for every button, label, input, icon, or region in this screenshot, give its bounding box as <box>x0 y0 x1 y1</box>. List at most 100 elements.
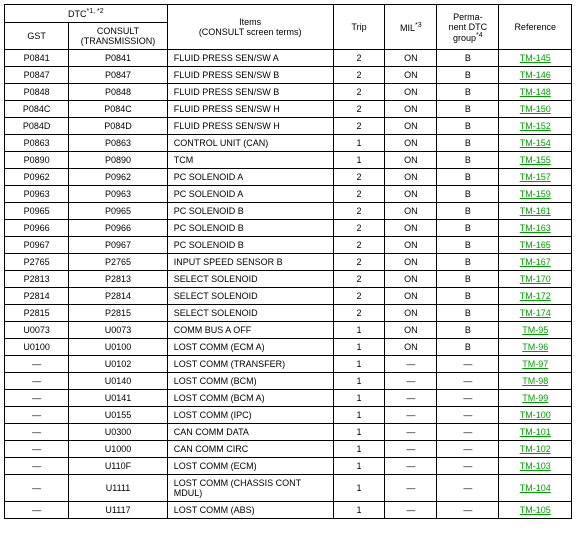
cell-perm: B <box>437 271 499 288</box>
reference-link[interactable]: TM-165 <box>520 240 551 250</box>
cell-consult: P0847 <box>69 67 167 84</box>
cell-consult: P0962 <box>69 169 167 186</box>
cell-gst: — <box>5 424 69 441</box>
cell-trip: 2 <box>333 169 385 186</box>
reference-link[interactable]: TM-150 <box>520 104 551 114</box>
header-gst: GST <box>5 23 69 50</box>
reference-link[interactable]: TM-167 <box>520 257 551 267</box>
reference-link[interactable]: TM-98 <box>522 376 548 386</box>
cell-item: LOST COMM (TRANSFER) <box>167 356 333 373</box>
reference-link[interactable]: TM-100 <box>520 410 551 420</box>
cell-perm: B <box>437 237 499 254</box>
reference-link[interactable]: TM-101 <box>520 427 551 437</box>
reference-link[interactable]: TM-148 <box>520 87 551 97</box>
reference-link[interactable]: TM-145 <box>520 53 551 63</box>
reference-link[interactable]: TM-96 <box>522 342 548 352</box>
cell-consult: U0073 <box>69 322 167 339</box>
header-trip: Trip <box>333 5 385 50</box>
table-row: P0841P0841FLUID PRESS SEN/SW A2ONBTM-145 <box>5 50 572 67</box>
header-mil-sup: *3 <box>415 22 422 29</box>
cell-perm: B <box>437 339 499 356</box>
reference-link[interactable]: TM-163 <box>520 223 551 233</box>
cell-perm: B <box>437 220 499 237</box>
cell-ref: TM-167 <box>499 254 572 271</box>
cell-consult: U1000 <box>69 441 167 458</box>
cell-item: CAN COMM DATA <box>167 424 333 441</box>
cell-gst: — <box>5 475 69 502</box>
cell-ref: TM-148 <box>499 84 572 101</box>
cell-item: LOST COMM (ECM A) <box>167 339 333 356</box>
cell-gst: P0962 <box>5 169 69 186</box>
cell-ref: TM-146 <box>499 67 572 84</box>
cell-gst: U0073 <box>5 322 69 339</box>
cell-perm: B <box>437 322 499 339</box>
reference-link[interactable]: TM-172 <box>520 291 551 301</box>
cell-gst: — <box>5 373 69 390</box>
cell-item: PC SOLENOID B <box>167 203 333 220</box>
cell-mil: — <box>385 458 437 475</box>
reference-link[interactable]: TM-95 <box>522 325 548 335</box>
cell-item: PC SOLENOID B <box>167 220 333 237</box>
reference-link[interactable]: TM-174 <box>520 308 551 318</box>
cell-trip: 2 <box>333 67 385 84</box>
cell-ref: TM-161 <box>499 203 572 220</box>
cell-trip: 2 <box>333 203 385 220</box>
cell-consult: U0141 <box>69 390 167 407</box>
cell-trip: 2 <box>333 50 385 67</box>
cell-mil: ON <box>385 237 437 254</box>
reference-link[interactable]: TM-103 <box>520 461 551 471</box>
table-row: P2815P2815SELECT SOLENOID2ONBTM-174 <box>5 305 572 322</box>
cell-ref: TM-157 <box>499 169 572 186</box>
reference-link[interactable]: TM-161 <box>520 206 551 216</box>
header-perm: Perma- nent DTC group*4 <box>437 5 499 50</box>
cell-trip: 2 <box>333 271 385 288</box>
cell-item: FLUID PRESS SEN/SW A <box>167 50 333 67</box>
table-row: P0965P0965PC SOLENOID B2ONBTM-161 <box>5 203 572 220</box>
cell-ref: TM-170 <box>499 271 572 288</box>
cell-consult: P0863 <box>69 135 167 152</box>
cell-ref: TM-101 <box>499 424 572 441</box>
reference-link[interactable]: TM-154 <box>520 138 551 148</box>
table-header: DTC*1, *2 Items (CONSULT screen terms) T… <box>5 5 572 50</box>
cell-gst: — <box>5 502 69 519</box>
cell-mil: — <box>385 424 437 441</box>
table-row: P084DP084DFLUID PRESS SEN/SW H2ONBTM-152 <box>5 118 572 135</box>
cell-gst: P0848 <box>5 84 69 101</box>
cell-perm: — <box>437 424 499 441</box>
reference-link[interactable]: TM-170 <box>520 274 551 284</box>
table-row: P0890P0890TCM1ONBTM-155 <box>5 152 572 169</box>
cell-consult: P0967 <box>69 237 167 254</box>
cell-trip: 1 <box>333 475 385 502</box>
cell-consult: P084D <box>69 118 167 135</box>
cell-item: PC SOLENOID B <box>167 237 333 254</box>
table-row: —U0141LOST COMM (BCM A)1——TM-99 <box>5 390 572 407</box>
cell-trip: 1 <box>333 390 385 407</box>
cell-item: FLUID PRESS SEN/SW H <box>167 101 333 118</box>
reference-link[interactable]: TM-105 <box>520 505 551 515</box>
cell-consult: P2815 <box>69 305 167 322</box>
cell-item: SELECT SOLENOID <box>167 271 333 288</box>
cell-mil: ON <box>385 322 437 339</box>
reference-link[interactable]: TM-102 <box>520 444 551 454</box>
cell-consult: P0841 <box>69 50 167 67</box>
reference-link[interactable]: TM-99 <box>522 393 548 403</box>
cell-perm: — <box>437 502 499 519</box>
cell-consult: U110F <box>69 458 167 475</box>
cell-consult: P2814 <box>69 288 167 305</box>
cell-mil: — <box>385 356 437 373</box>
cell-gst: P0890 <box>5 152 69 169</box>
table-row: P0848P0848FLUID PRESS SEN/SW B2ONBTM-148 <box>5 84 572 101</box>
cell-trip: 1 <box>333 407 385 424</box>
cell-consult: P0963 <box>69 186 167 203</box>
table-row: —U0140LOST COMM (BCM)1——TM-98 <box>5 373 572 390</box>
reference-link[interactable]: TM-155 <box>520 155 551 165</box>
cell-consult: P2765 <box>69 254 167 271</box>
reference-link[interactable]: TM-152 <box>520 121 551 131</box>
reference-link[interactable]: TM-146 <box>520 70 551 80</box>
reference-link[interactable]: TM-159 <box>520 189 551 199</box>
reference-link[interactable]: TM-97 <box>522 359 548 369</box>
cell-mil: — <box>385 502 437 519</box>
cell-gst: P2813 <box>5 271 69 288</box>
reference-link[interactable]: TM-104 <box>520 483 551 493</box>
reference-link[interactable]: TM-157 <box>520 172 551 182</box>
